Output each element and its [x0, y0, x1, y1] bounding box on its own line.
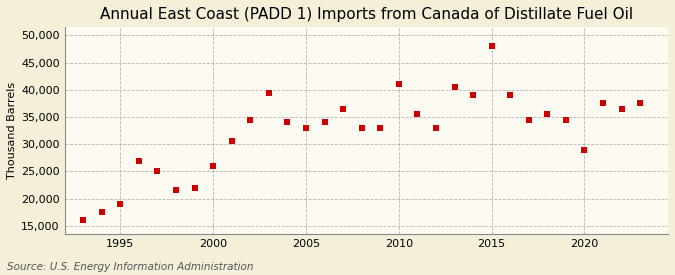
- Point: [505, 93, 516, 97]
- Y-axis label: Thousand Barrels: Thousand Barrels: [7, 82, 17, 179]
- Point: [375, 126, 385, 130]
- Point: [616, 107, 627, 111]
- Point: [431, 126, 441, 130]
- Point: [263, 90, 274, 95]
- Point: [338, 107, 348, 111]
- Text: Source: U.S. Energy Information Administration: Source: U.S. Energy Information Administ…: [7, 262, 253, 272]
- Point: [208, 164, 219, 168]
- Point: [115, 202, 126, 206]
- Point: [245, 117, 256, 122]
- Point: [560, 117, 571, 122]
- Point: [189, 186, 200, 190]
- Point: [449, 85, 460, 89]
- Point: [597, 101, 608, 106]
- Point: [226, 139, 237, 144]
- Point: [171, 188, 182, 192]
- Point: [134, 158, 144, 163]
- Point: [579, 147, 590, 152]
- Title: Annual East Coast (PADD 1) Imports from Canada of Distillate Fuel Oil: Annual East Coast (PADD 1) Imports from …: [100, 7, 633, 22]
- Point: [523, 117, 534, 122]
- Point: [282, 120, 293, 125]
- Point: [394, 82, 404, 87]
- Point: [300, 126, 311, 130]
- Point: [356, 126, 367, 130]
- Point: [78, 218, 88, 222]
- Point: [486, 44, 497, 48]
- Point: [634, 101, 645, 106]
- Point: [319, 120, 330, 125]
- Point: [468, 93, 479, 97]
- Point: [152, 169, 163, 174]
- Point: [97, 210, 107, 214]
- Point: [542, 112, 553, 117]
- Point: [412, 112, 423, 117]
